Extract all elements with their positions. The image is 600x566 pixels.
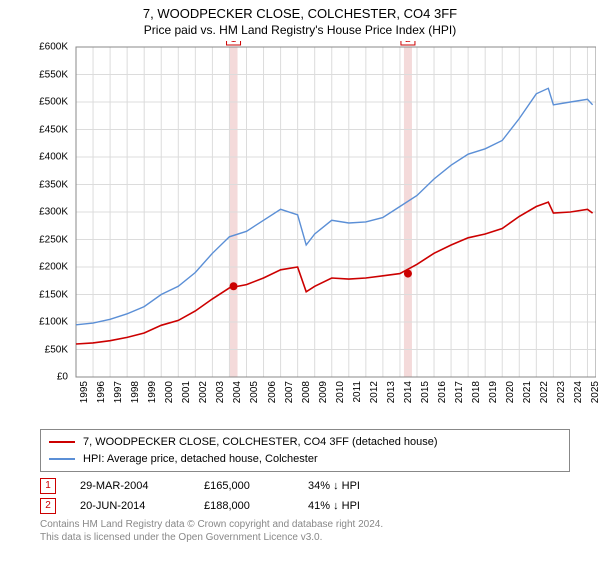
ytick-label: £100K [39,317,68,328]
ytick-label: £500K [39,97,68,108]
annotation-badge: 2 [40,498,56,514]
xtick-label: 1996 [96,381,107,403]
footer-line2: This data is licensed under the Open Gov… [40,531,570,544]
chart-area: 12 £0£0£50K£50K£100K£100K£150K£150K£200K… [36,41,596,421]
xtick-label: 2011 [352,381,363,403]
xtick-label: 2004 [232,381,243,403]
ytick-label: £50K [45,344,68,355]
xtick-label: 2025 [590,381,600,403]
xtick-label: 1999 [147,381,158,403]
chart-svg: 12 [36,41,596,401]
annotation-delta: 41% ↓ HPI [308,500,360,512]
xtick-label: 2000 [164,381,175,403]
xtick-label: 2020 [505,381,516,403]
annotations-table: 1 29-MAR-2004 £165,000 34% ↓ HPI 2 20-JUN-201… [40,478,570,514]
xtick-label: 2012 [369,381,380,403]
xtick-label: 2017 [454,381,465,403]
legend-row: HPI: Average price, detached house, Colc… [49,451,561,468]
chart-subtitle: Price paid vs. HM Land Registry's House … [0,23,600,37]
legend-label: HPI: Average price, detached house, Colc… [83,451,318,468]
sale-marker-dot [404,270,412,278]
xtick-label: 2015 [420,381,431,403]
xtick-label: 2002 [198,381,209,403]
xtick-label: 2014 [403,381,414,403]
legend-swatch [49,458,75,460]
xtick-label: 2005 [249,381,260,403]
xtick-label: 2008 [301,381,312,403]
xtick-label: 2009 [318,381,329,403]
chart-title: 7, WOODPECKER CLOSE, COLCHESTER, CO4 3FF [0,6,600,21]
footer-line1: Contains HM Land Registry data © Crown c… [40,518,570,531]
ytick-label: £200K [39,262,68,273]
xtick-label: 2023 [556,381,567,403]
xtick-label: 2022 [539,381,550,403]
ytick-label: £350K [39,179,68,190]
ytick-label: £550K [39,69,68,80]
annotation-row: 2 20-JUN-2014 £188,000 41% ↓ HPI [40,498,570,514]
legend-swatch [49,441,75,443]
annotation-price: £188,000 [204,500,284,512]
xtick-label: 1998 [130,381,141,403]
annotation-date: 29-MAR-2004 [80,480,180,492]
ytick-label: £450K [39,124,68,135]
footer: Contains HM Land Registry data © Crown c… [40,518,570,544]
xtick-label: 2019 [488,381,499,403]
ytick-label: £300K [39,207,68,218]
xtick-label: 2024 [573,381,584,403]
legend-label: 7, WOODPECKER CLOSE, COLCHESTER, CO4 3FF… [83,434,438,451]
ytick-label: £250K [39,234,68,245]
annotation-badge: 1 [40,478,56,494]
xtick-label: 2007 [284,381,295,403]
xtick-label: 2010 [335,381,346,403]
xtick-label: 2006 [267,381,278,403]
legend: 7, WOODPECKER CLOSE, COLCHESTER, CO4 3FF… [40,429,570,472]
xtick-label: 2003 [215,381,226,403]
legend-row: 7, WOODPECKER CLOSE, COLCHESTER, CO4 3FF… [49,434,561,451]
annotation-date: 20-JUN-2014 [80,500,180,512]
xtick-label: 1995 [79,381,90,403]
xtick-label: 2021 [522,381,533,403]
svg-text:1: 1 [231,41,237,45]
annotation-row: 1 29-MAR-2004 £165,000 34% ↓ HPI [40,478,570,494]
svg-text:2: 2 [405,41,411,45]
xtick-label: 2018 [471,381,482,403]
xtick-label: 2013 [386,381,397,403]
ytick-label: £150K [39,289,68,300]
annotation-price: £165,000 [204,480,284,492]
xtick-label: 1997 [113,381,124,403]
ytick-label: £0 [57,372,68,383]
xtick-label: 2016 [437,381,448,403]
ytick-label: £400K [39,152,68,163]
ytick-label: £600K [39,42,68,53]
chart-container: 7, WOODPECKER CLOSE, COLCHESTER, CO4 3FF… [0,6,600,566]
sale-marker-dot [230,282,238,290]
annotation-delta: 34% ↓ HPI [308,480,360,492]
xtick-label: 2001 [181,381,192,403]
